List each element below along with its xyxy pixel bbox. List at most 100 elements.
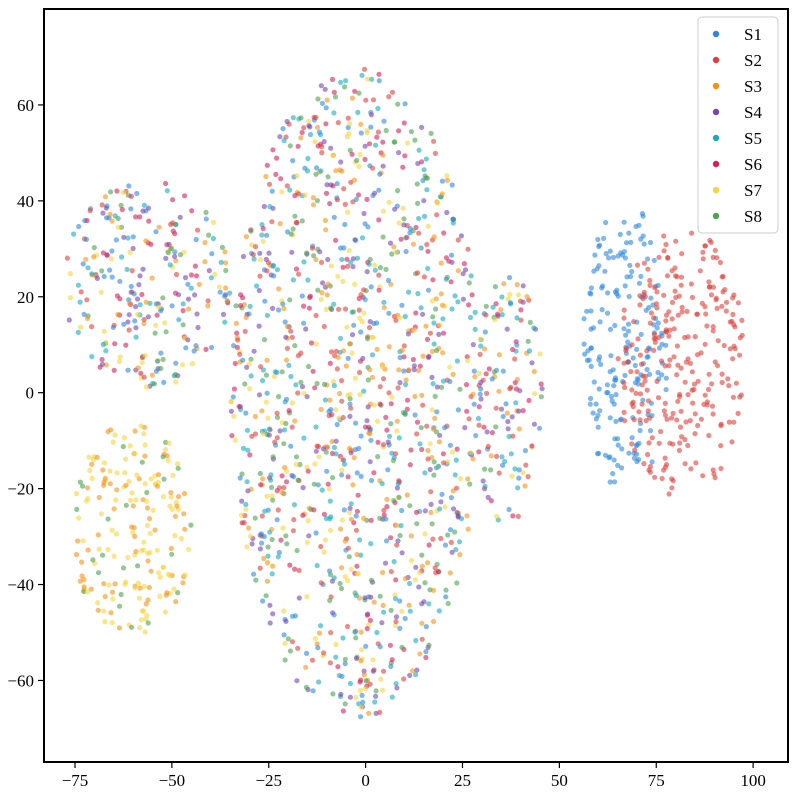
point-s6 — [461, 261, 467, 267]
point-s2 — [465, 246, 471, 252]
point-s7 — [305, 518, 311, 524]
point-s8 — [314, 198, 320, 204]
point-s7 — [374, 418, 381, 424]
point-s1 — [587, 290, 593, 296]
point-s3 — [283, 357, 290, 363]
point-s3 — [470, 391, 476, 397]
point-s2 — [720, 273, 726, 280]
point-s2 — [376, 272, 382, 278]
point-s3 — [265, 560, 271, 566]
point-s4 — [458, 233, 464, 239]
point-s5 — [314, 562, 320, 569]
point-s8 — [396, 494, 402, 500]
point-s2 — [682, 436, 688, 443]
point-s2 — [637, 302, 643, 308]
point-s1 — [193, 343, 199, 349]
point-s2 — [678, 274, 685, 280]
point-s1 — [621, 249, 628, 255]
point-s2 — [690, 400, 696, 406]
point-s7 — [330, 378, 337, 384]
point-s4 — [520, 283, 526, 289]
point-s6 — [335, 664, 341, 670]
point-s2 — [386, 390, 392, 396]
point-s5 — [141, 202, 147, 208]
legend-marker-s3 — [712, 82, 720, 90]
point-s4 — [462, 267, 469, 273]
point-s1 — [385, 467, 391, 473]
point-s2 — [678, 365, 684, 371]
point-s5 — [282, 427, 288, 433]
point-s5 — [453, 457, 459, 463]
point-s1 — [209, 251, 215, 257]
point-s6 — [260, 225, 266, 232]
point-s2 — [652, 285, 658, 291]
point-s7 — [257, 257, 263, 263]
point-s5 — [357, 537, 363, 543]
point-s6 — [387, 642, 393, 648]
point-s8 — [373, 688, 379, 694]
point-s4 — [228, 408, 234, 414]
point-s1 — [402, 101, 408, 107]
point-s2 — [663, 241, 669, 248]
legend-label-s1: S1 — [744, 25, 762, 44]
point-s5 — [389, 694, 395, 700]
point-s4 — [338, 691, 344, 697]
point-s3 — [233, 320, 239, 326]
point-s1 — [477, 391, 483, 397]
point-s5 — [265, 553, 271, 559]
point-s7 — [476, 370, 482, 376]
point-s4 — [350, 264, 356, 270]
point-s5 — [337, 335, 344, 341]
point-s7 — [102, 619, 108, 625]
point-s1 — [619, 446, 625, 452]
point-s1 — [315, 645, 321, 651]
point-s4 — [338, 159, 344, 165]
point-s5 — [436, 463, 442, 469]
point-s6 — [327, 360, 333, 366]
point-s3 — [402, 576, 408, 582]
point-s2 — [637, 352, 644, 358]
point-s1 — [628, 239, 634, 245]
point-s2 — [518, 317, 524, 323]
point-s7 — [304, 539, 310, 545]
point-s7 — [144, 498, 150, 504]
point-s7 — [465, 357, 471, 364]
point-s2 — [64, 255, 70, 261]
point-s1 — [423, 624, 429, 630]
point-s1 — [331, 612, 337, 618]
point-s4 — [394, 485, 400, 491]
point-s5 — [455, 299, 461, 305]
point-s6 — [417, 363, 423, 369]
point-s3 — [243, 234, 249, 240]
point-s2 — [648, 310, 655, 316]
point-s3 — [115, 312, 121, 318]
point-s2 — [695, 378, 701, 384]
point-s7 — [269, 493, 275, 499]
point-s4 — [121, 234, 127, 240]
point-s2 — [633, 390, 639, 396]
point-s4 — [352, 237, 358, 243]
point-s4 — [256, 392, 263, 398]
point-s4 — [240, 253, 247, 260]
point-s8 — [287, 648, 293, 654]
point-s3 — [264, 578, 270, 584]
point-s8 — [380, 234, 386, 240]
point-s2 — [518, 298, 524, 304]
point-s5 — [515, 485, 521, 491]
point-s6 — [404, 397, 411, 403]
point-s5 — [339, 256, 345, 263]
point-s7 — [141, 547, 147, 553]
point-s4 — [128, 289, 134, 295]
point-s3 — [380, 602, 386, 609]
point-s6 — [518, 307, 524, 313]
point-s5 — [331, 444, 337, 451]
point-s8 — [419, 552, 425, 558]
point-s1 — [374, 320, 380, 326]
point-s1 — [588, 308, 594, 314]
point-s2 — [370, 97, 377, 103]
point-s2 — [424, 241, 430, 248]
point-s1 — [376, 78, 382, 84]
point-s1 — [651, 257, 657, 263]
point-s5 — [424, 187, 430, 193]
point-s4 — [451, 506, 457, 512]
